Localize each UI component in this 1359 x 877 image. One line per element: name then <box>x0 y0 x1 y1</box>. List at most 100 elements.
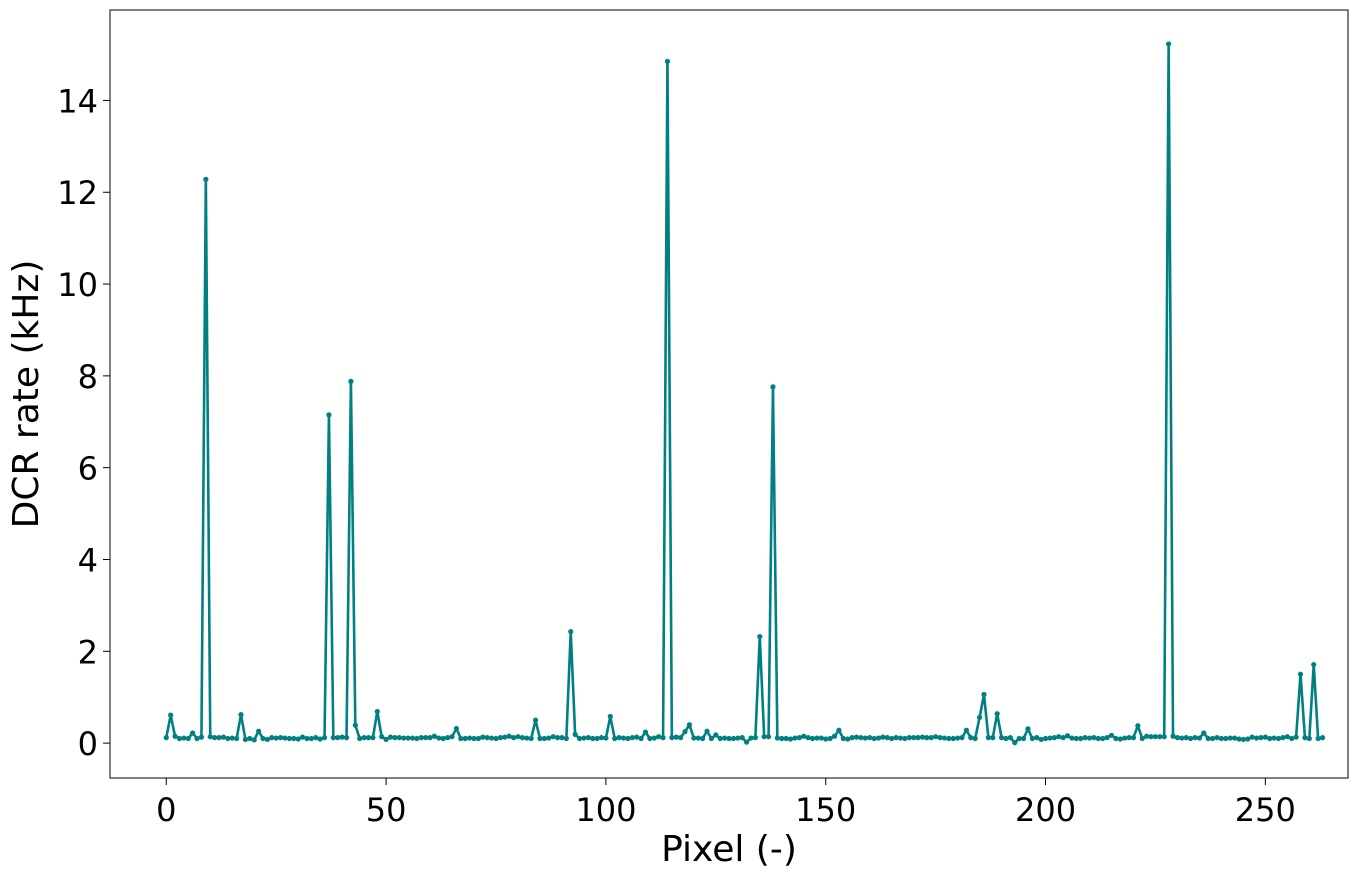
data-point <box>1236 736 1242 742</box>
data-point <box>348 378 354 384</box>
data-point <box>493 735 499 742</box>
data-point <box>524 735 530 741</box>
data-point <box>774 735 780 741</box>
data-point <box>761 734 767 740</box>
data-point <box>959 735 965 741</box>
data-point <box>1205 735 1211 742</box>
data-point <box>299 734 306 740</box>
data-point <box>1073 735 1079 742</box>
data-point <box>612 735 618 742</box>
data-point <box>1025 726 1031 732</box>
y-tick-label: 2 <box>78 633 98 671</box>
data-point <box>313 735 319 741</box>
data-point <box>1157 734 1163 740</box>
x-tick-label: 250 <box>1235 791 1296 829</box>
data-point <box>181 735 187 741</box>
data-point <box>739 735 745 741</box>
data-point <box>1227 735 1233 741</box>
data-point <box>212 735 218 741</box>
data-point <box>528 735 534 742</box>
data-point <box>445 735 451 741</box>
data-point <box>796 735 802 741</box>
data-point <box>541 735 547 742</box>
data-point <box>1144 733 1150 739</box>
data-point <box>1209 735 1216 742</box>
data-point <box>1016 735 1022 742</box>
data-point <box>467 735 473 741</box>
data-point <box>704 728 710 734</box>
x-tick-label: 200 <box>1015 791 1076 829</box>
data-point <box>1253 735 1260 741</box>
data-point <box>238 712 244 718</box>
data-point <box>976 714 983 721</box>
data-point <box>853 734 860 740</box>
data-point <box>1302 735 1308 741</box>
data-point <box>1289 735 1295 742</box>
data-point <box>1042 735 1049 742</box>
data-point <box>757 634 763 640</box>
data-point <box>330 735 336 741</box>
data-point <box>1078 735 1084 742</box>
data-point <box>480 734 486 740</box>
data-point <box>269 735 275 741</box>
data-point <box>185 735 191 742</box>
data-point <box>598 735 605 741</box>
data-point <box>1082 735 1088 741</box>
data-point <box>365 735 372 741</box>
x-tick-label: 150 <box>795 791 856 829</box>
data-point <box>1174 735 1181 741</box>
y-tick-label: 0 <box>78 725 98 763</box>
data-point <box>981 691 987 698</box>
data-point <box>256 728 262 734</box>
data-point <box>994 711 1000 717</box>
data-point <box>990 735 996 741</box>
data-point <box>225 735 231 742</box>
data-point <box>401 735 407 741</box>
data-point <box>1038 736 1044 743</box>
data-point <box>889 735 895 742</box>
data-point <box>664 58 671 65</box>
data-point <box>849 735 855 741</box>
data-point <box>748 735 754 741</box>
x-tick-label: 100 <box>575 791 636 829</box>
x-axis-ticks: 0 50 100 150 200 250 <box>156 778 1296 829</box>
data-point <box>998 735 1005 741</box>
data-point <box>1064 733 1071 739</box>
data-point <box>1113 735 1119 742</box>
data-point <box>1201 730 1207 736</box>
data-point <box>168 712 174 718</box>
data-point <box>1297 671 1304 677</box>
data-point <box>357 735 363 742</box>
data-point <box>783 735 789 742</box>
data-point <box>1152 734 1159 740</box>
data-point <box>867 735 873 741</box>
data-point <box>743 739 750 745</box>
data-point <box>502 734 508 740</box>
data-point <box>594 735 600 742</box>
data-point <box>809 735 816 742</box>
data-point <box>845 736 851 742</box>
data-point <box>379 734 385 740</box>
data-point <box>906 735 912 741</box>
data-point <box>568 628 574 635</box>
data-point <box>1086 735 1093 741</box>
data-point <box>291 735 297 742</box>
data-point <box>840 735 846 742</box>
data-point <box>603 735 609 741</box>
data-point <box>875 735 882 741</box>
data-point <box>515 734 521 740</box>
data-point <box>1069 735 1075 741</box>
data-point <box>387 734 394 740</box>
data-point <box>1275 735 1282 742</box>
data-point <box>1249 734 1255 740</box>
data-point <box>317 736 323 742</box>
y-tick-label: 8 <box>78 358 98 396</box>
data-point <box>713 732 719 738</box>
data-point <box>765 734 772 740</box>
data-point <box>1139 735 1145 742</box>
data-point <box>801 733 807 739</box>
data-point <box>1311 662 1317 668</box>
data-point <box>163 735 169 741</box>
data-point <box>440 735 446 742</box>
